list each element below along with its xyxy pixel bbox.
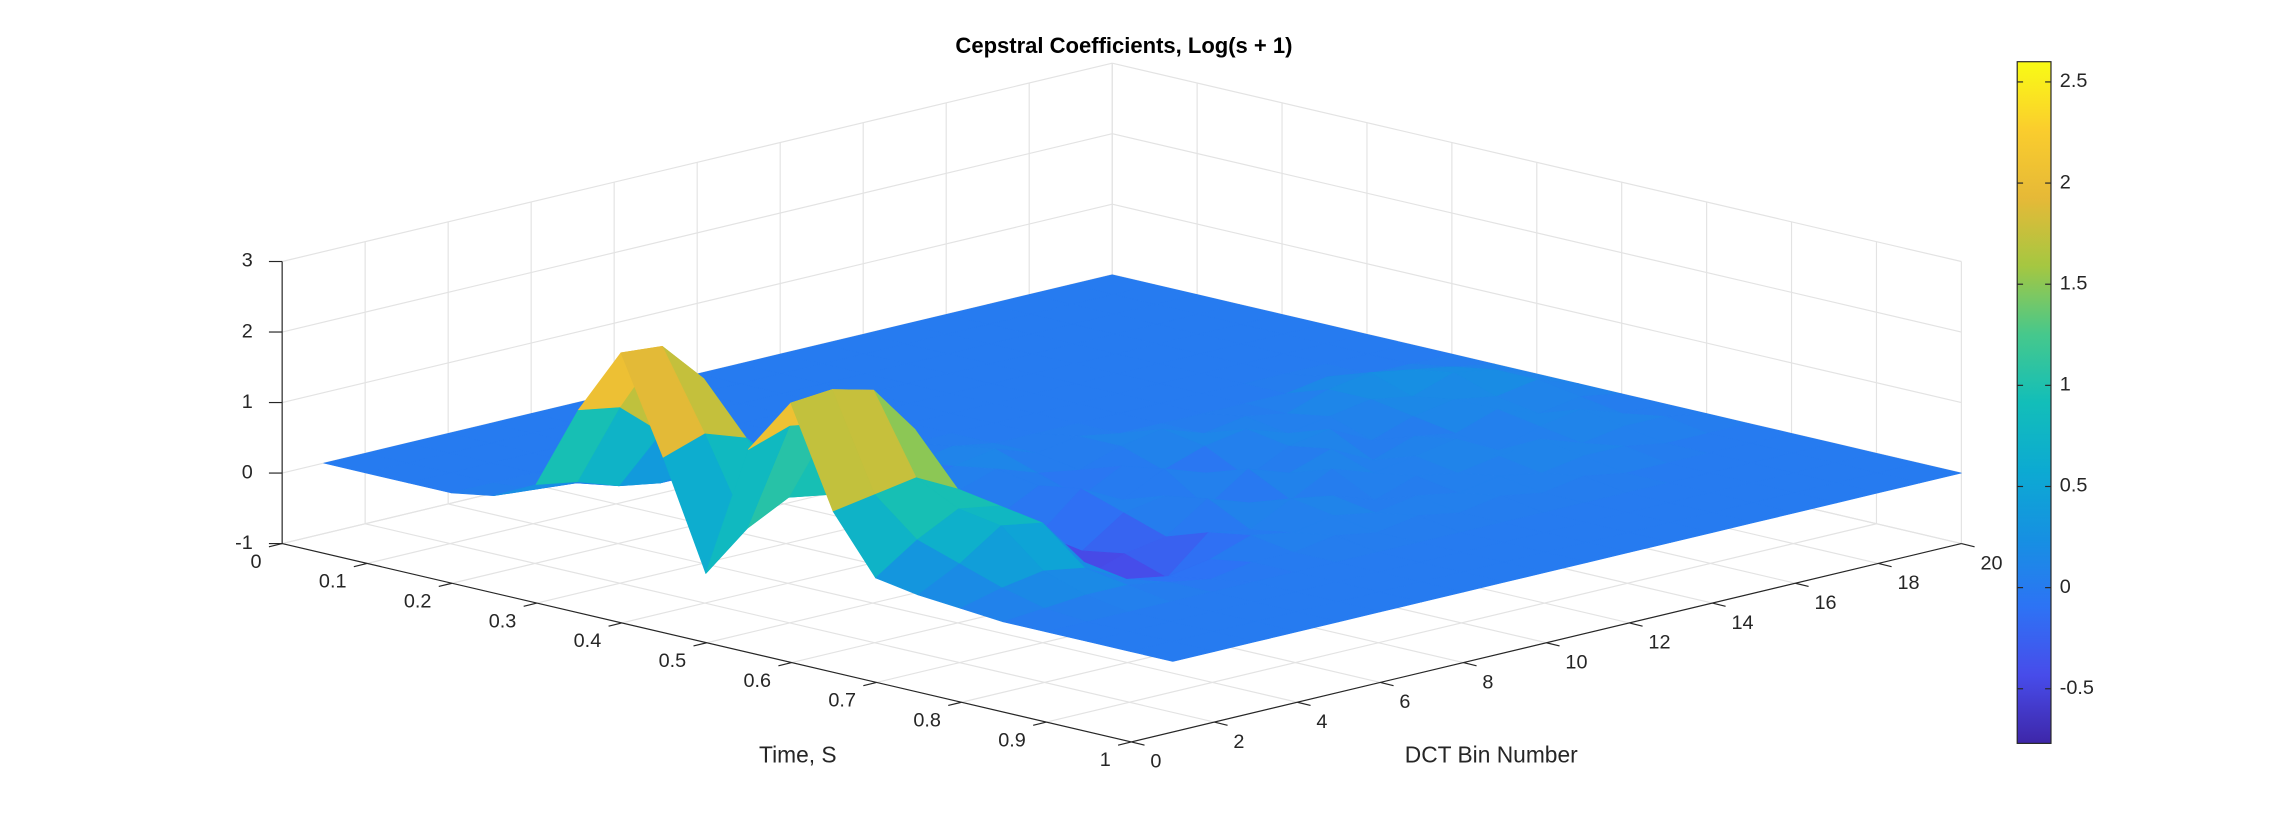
x-tick-label: 0.3 [489, 610, 517, 632]
colorbar-tick-label: -0.5 [2060, 677, 2094, 699]
y-tick [1546, 642, 1560, 647]
x-tick-label: 0 [251, 551, 262, 573]
y-tick [1712, 602, 1726, 607]
grid-line [448, 503, 1298, 703]
x-axis [282, 543, 1132, 743]
y-tick-label: 12 [1648, 632, 1670, 654]
y-tick [1629, 622, 1643, 627]
colorbar-tick-label: 0 [2060, 576, 2071, 598]
x-tick [1117, 741, 1132, 746]
y-tick-label: 18 [1897, 572, 1919, 594]
colorbar-tick-label: 0.5 [2060, 475, 2088, 497]
y-tick-label: 16 [1814, 592, 1836, 614]
x-tick-label: 0.1 [319, 571, 347, 593]
y-tick-label: 8 [1482, 671, 1493, 693]
grid-line [282, 62, 1113, 263]
grid-line [1112, 203, 1962, 404]
x-tick-label: 0.8 [913, 710, 941, 732]
y-tick-label: 2 [1233, 731, 1244, 753]
x-tick [608, 622, 622, 627]
y-tick-label: 10 [1565, 652, 1587, 674]
y-tick-label: 4 [1316, 711, 1327, 733]
colorbar-tick-label: 1 [2060, 374, 2071, 396]
y-tick [1463, 662, 1477, 667]
x-tick [523, 602, 538, 607]
grid-line [282, 203, 1113, 404]
x-tick-label: 0.2 [404, 591, 432, 613]
x-tick [438, 582, 453, 588]
x-tick-label: 0.9 [998, 729, 1026, 751]
y-tick [1878, 562, 1892, 568]
grid-line [1112, 133, 1962, 333]
y-tick-label: 14 [1731, 612, 1753, 634]
y-tick [1795, 582, 1809, 588]
x-tick [863, 681, 877, 687]
x-tick-label: 0.7 [828, 690, 856, 712]
z-tick-label: 3 [242, 250, 253, 272]
z-tick-label: 0 [242, 461, 253, 483]
colorbar-tick-label: 2 [2060, 171, 2071, 193]
y-tick-label: 20 [1980, 552, 2002, 574]
y-tick-label: 0 [1150, 751, 1161, 773]
x-tick-label: 0.5 [659, 650, 687, 672]
x-axis-label: Time, S [759, 742, 837, 768]
grid-line [282, 133, 1113, 333]
y-axis-label: DCT Bin Number [1405, 742, 1578, 768]
z-tick-label: 2 [242, 320, 253, 342]
x-tick-label: 0.4 [574, 630, 602, 652]
y-tick [1380, 681, 1394, 687]
y-tick [1961, 543, 1975, 548]
z-tick-label: -1 [235, 532, 253, 554]
grid-line [365, 523, 1215, 723]
x-tick [353, 562, 368, 568]
x-tick [778, 662, 792, 667]
colorbar-tick-label: 2.5 [2060, 70, 2088, 92]
colorbar-tick-label: 1.5 [2060, 272, 2088, 294]
x-tick-label: 1 [1100, 749, 1111, 771]
y-tick-label: 6 [1399, 691, 1410, 713]
x-tick [1033, 721, 1047, 726]
chart-title: Cepstral Coefficients, Log(s + 1) [955, 33, 1292, 58]
colorbar [2016, 61, 2052, 744]
y-axis [1131, 543, 1962, 743]
x-tick [948, 701, 962, 707]
grid-line [1112, 62, 1962, 263]
z-tick-label: 1 [242, 391, 253, 413]
y-tick [1297, 701, 1311, 707]
y-tick [1131, 741, 1145, 746]
surface-patch [1130, 641, 1215, 662]
x-tick-label: 0.6 [743, 670, 771, 692]
x-tick [693, 642, 707, 647]
y-tick [1214, 721, 1228, 726]
